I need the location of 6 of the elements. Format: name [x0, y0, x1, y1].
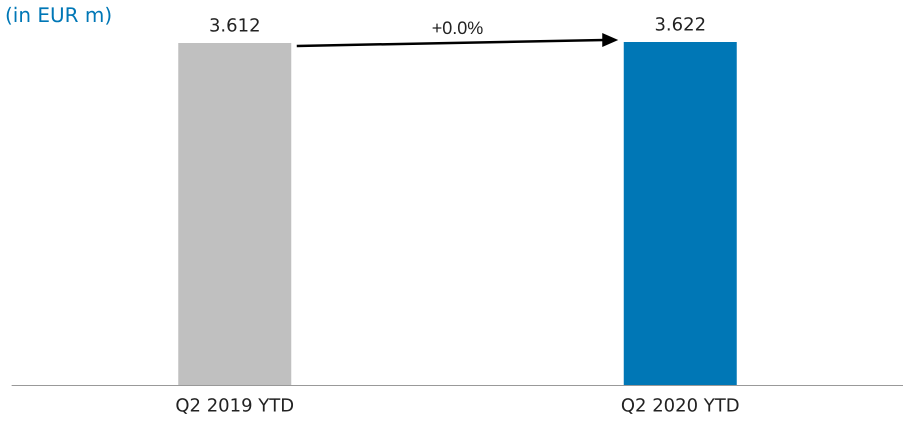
x-tick-label: Q2 2020 YTD — [620, 396, 740, 416]
data-label: 3.612 — [208, 15, 261, 36]
text: +0.0% — [432, 18, 484, 38]
chart-title: (in EUR m) — [5, 3, 112, 27]
x-tick-label: Q2 2019 YTD — [175, 396, 294, 416]
data-label: 3.622 — [654, 14, 706, 36]
